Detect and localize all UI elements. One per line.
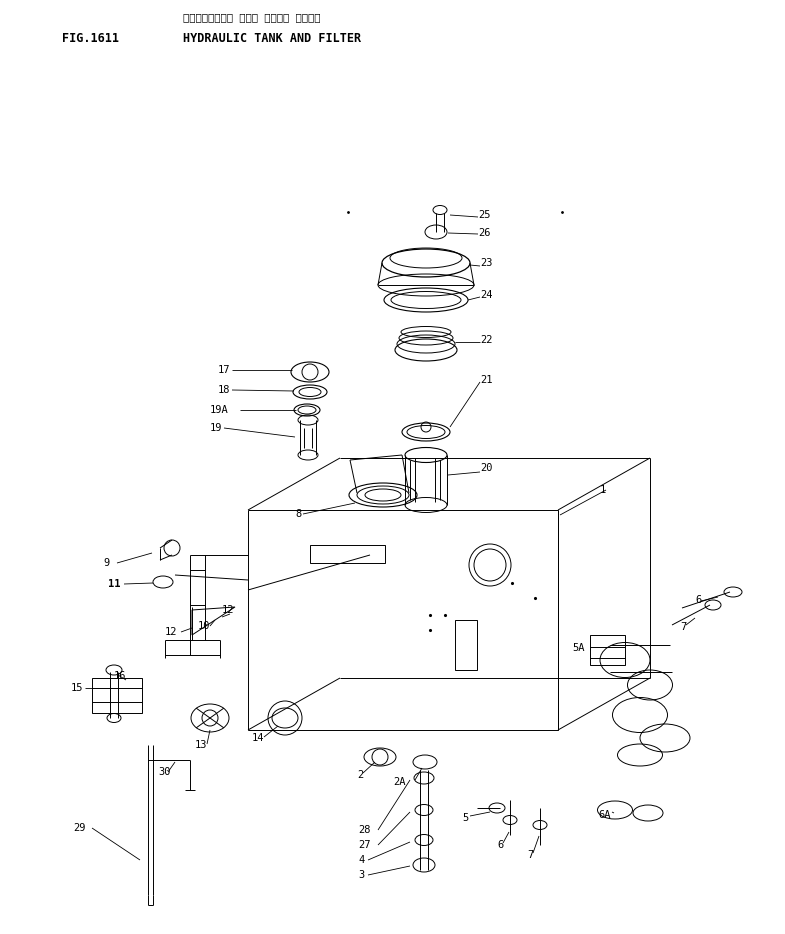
Text: 29: 29: [73, 823, 86, 833]
Text: 6A: 6A: [598, 810, 611, 820]
Text: 28: 28: [358, 825, 371, 835]
Text: 25: 25: [478, 210, 491, 220]
Text: 1: 1: [600, 485, 606, 495]
Text: 17: 17: [218, 365, 231, 375]
Text: 19: 19: [210, 423, 222, 433]
Text: 11: 11: [108, 579, 121, 589]
Text: 7: 7: [527, 850, 533, 860]
Text: 23: 23: [480, 258, 492, 268]
Text: 7: 7: [680, 622, 686, 632]
Text: 27: 27: [358, 840, 371, 850]
Text: 14: 14: [252, 733, 265, 743]
Text: 5: 5: [462, 813, 468, 823]
Text: HYDRAULIC TANK AND FILTER: HYDRAULIC TANK AND FILTER: [183, 32, 361, 45]
Text: 21: 21: [480, 375, 492, 385]
Text: 4: 4: [358, 855, 364, 865]
Text: 2: 2: [357, 770, 363, 780]
Text: FIG.1611: FIG.1611: [62, 32, 119, 45]
Text: 5A: 5A: [572, 643, 585, 653]
Bar: [455, 620, 477, 670]
Text: 19A: 19A: [210, 405, 228, 415]
Text: 8: 8: [295, 509, 301, 519]
Text: 3: 3: [358, 870, 364, 880]
Text: 9: 9: [103, 558, 109, 568]
Text: 26: 26: [478, 228, 491, 238]
Text: 30: 30: [158, 767, 170, 777]
Text: 13: 13: [195, 740, 207, 750]
Text: 20: 20: [480, 463, 492, 473]
Text: 6: 6: [497, 840, 503, 850]
Bar: [310, 545, 385, 563]
Text: 22: 22: [480, 335, 492, 345]
Bar: [92, 678, 142, 713]
Text: 10: 10: [198, 621, 210, 631]
Text: 15: 15: [71, 683, 83, 693]
Text: 12: 12: [165, 627, 177, 637]
Text: 16: 16: [114, 671, 126, 681]
Text: 24: 24: [480, 290, 492, 300]
Text: 12: 12: [222, 605, 235, 615]
Bar: [590, 635, 625, 665]
Text: ハイト・ロリック タンク オヨビ・ フィルタ: ハイト・ロリック タンク オヨビ・ フィルタ: [183, 12, 320, 22]
Text: 6: 6: [695, 595, 701, 605]
Text: 18: 18: [218, 385, 231, 395]
Text: 2A: 2A: [393, 777, 406, 787]
